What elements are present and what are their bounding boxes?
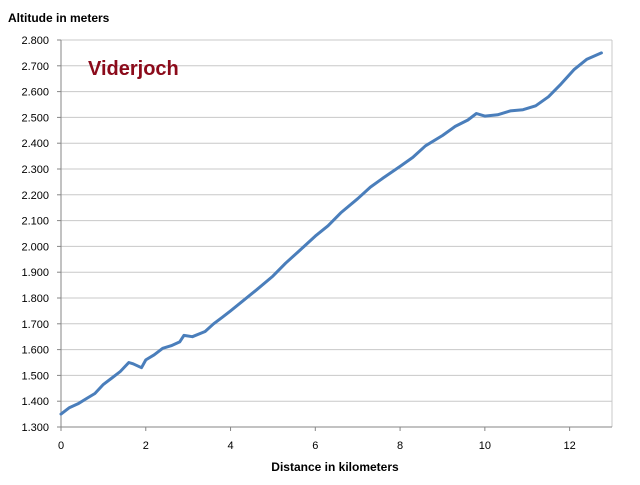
y-tick-label: 2.500: [21, 112, 49, 124]
y-tick-label: 2.300: [21, 164, 49, 176]
y-tick-label: 2.700: [21, 61, 49, 73]
x-tick-label: 4: [227, 440, 233, 452]
tick-labels: 1.300 1.400 1.500 1.600 1.700 1.800 1.900 2.000…: [21, 35, 575, 452]
axes: [57, 39, 612, 431]
y-tick-label: 2.800: [21, 35, 49, 47]
x-tick-label: 12: [563, 440, 575, 452]
y-tick-label: 1.700: [21, 319, 49, 331]
x-axis-title: Distance in kilometers: [271, 460, 399, 474]
y-tick-label: 1.400: [21, 396, 49, 408]
x-tick-label: 0: [58, 440, 64, 452]
x-tick-label: 2: [143, 440, 149, 452]
y-tick-label: 2.100: [21, 216, 49, 228]
y-tick-label: 2.000: [21, 241, 49, 253]
y-tick-label: 1.500: [21, 370, 49, 382]
x-tick-label: 10: [479, 440, 491, 452]
series-line: [59, 51, 603, 416]
y-tick-label: 1.800: [21, 293, 49, 305]
y-tick-label: 1.300: [21, 422, 49, 434]
y-tick-label: 1.900: [21, 267, 49, 279]
y-tick-label: 2.400: [21, 138, 49, 150]
y-tick-label: 2.200: [21, 190, 49, 202]
y-tick-label: 2.600: [21, 87, 49, 99]
y-axis-title: Altitude in meters: [8, 11, 110, 25]
gridlines: [61, 39, 613, 427]
series-lines: [59, 51, 603, 416]
x-tick-label: 6: [312, 440, 318, 452]
chart-title: Viderjoch: [88, 58, 179, 80]
y-tick-label: 1.600: [21, 345, 49, 357]
x-tick-label: 8: [397, 440, 403, 452]
